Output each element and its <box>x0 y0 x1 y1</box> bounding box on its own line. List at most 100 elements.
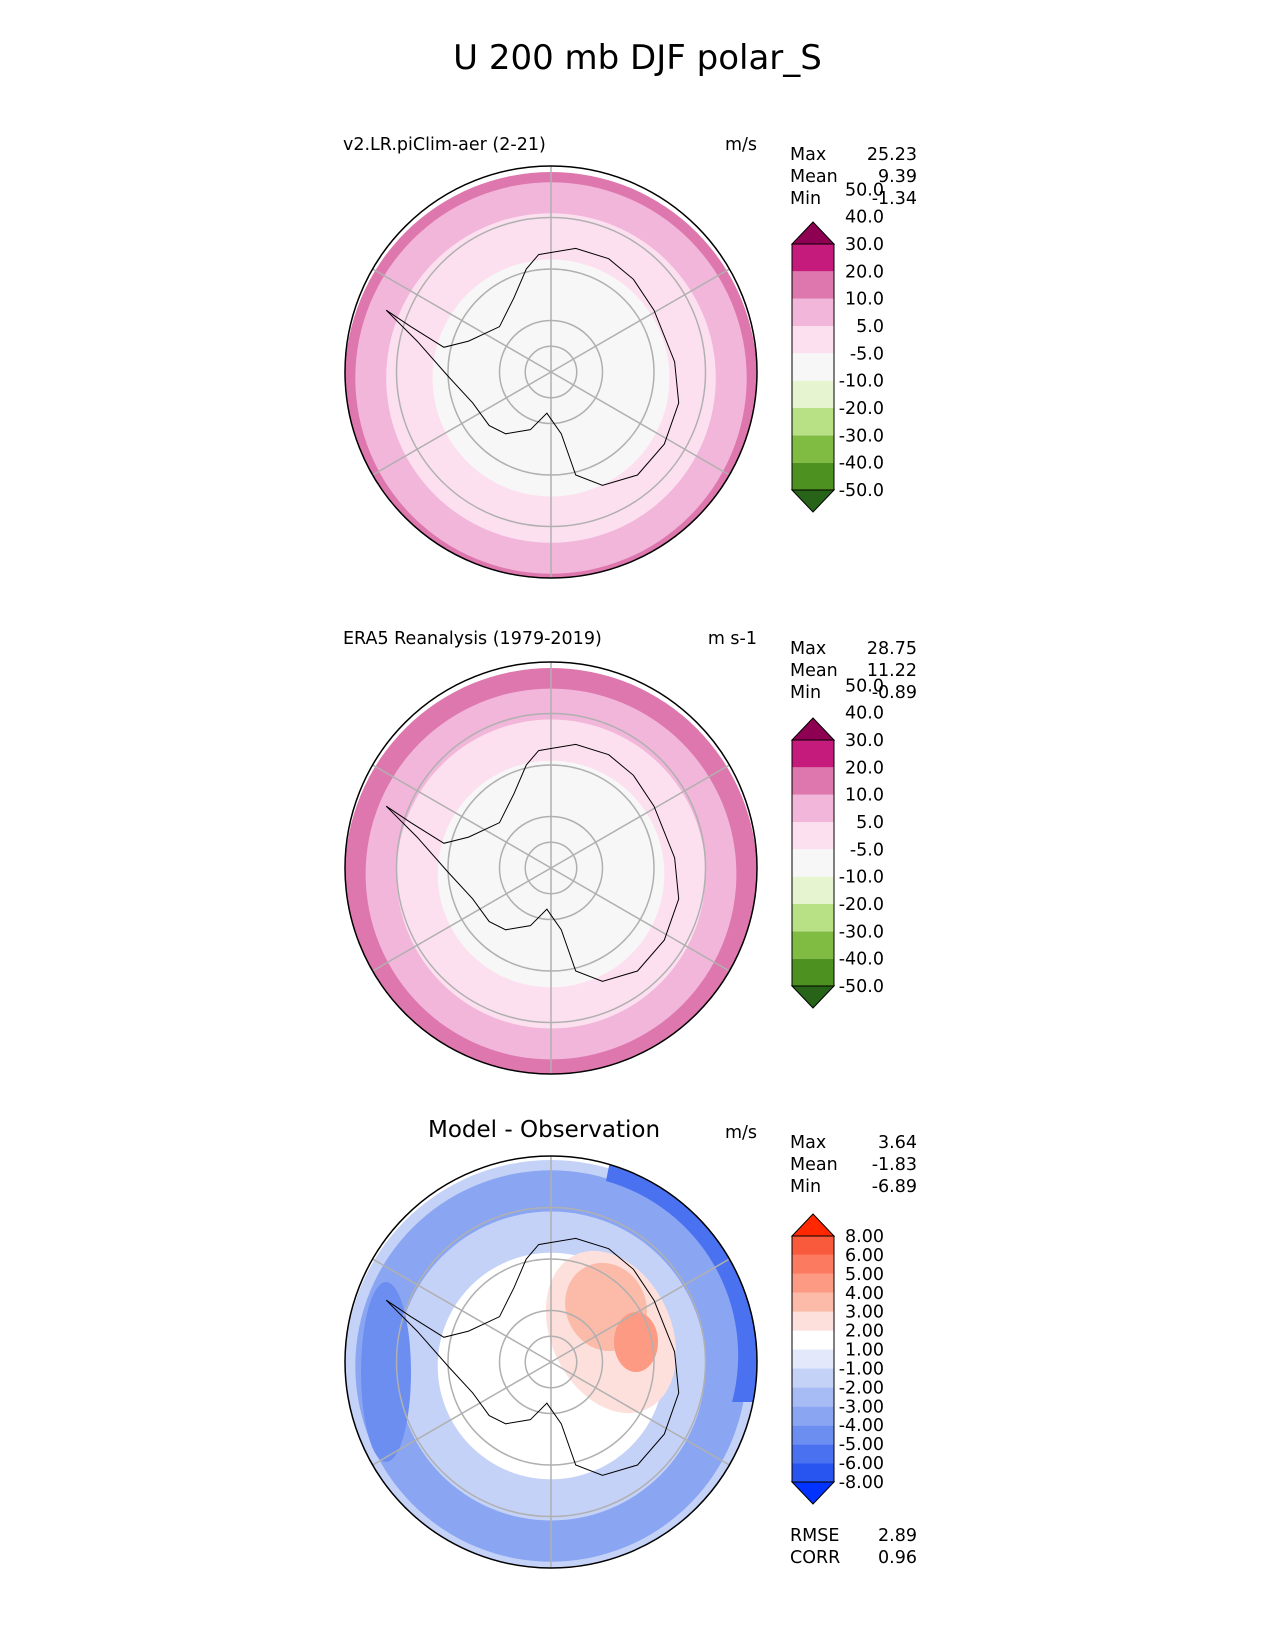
colorbar-segment <box>792 1273 834 1293</box>
colorbar-tick-label: 2.00 <box>845 1322 884 1342</box>
colorbar-segment <box>792 767 834 795</box>
max-label: Max <box>790 1133 827 1153</box>
min-row: Min -6.89 <box>790 1176 917 1198</box>
colorbar-tick-label: -6.00 <box>839 1454 884 1474</box>
colorbar-tick-label: -40.0 <box>839 950 884 970</box>
map-field <box>345 166 757 578</box>
colorbar-segment <box>792 380 834 408</box>
mean-value: 9.39 <box>878 167 917 187</box>
colorbar-body: -50.0 -40.0 -30.0 -20.0 -10.0 -5.0 5.0 10.0 20.0… <box>790 180 884 513</box>
rmse-value: 2.89 <box>878 1526 917 1546</box>
colorbar-segment <box>792 1463 834 1482</box>
min-value: -0.89 <box>871 683 917 703</box>
min-label: Min <box>790 683 822 703</box>
colorbar-tick-label: 30.0 <box>845 731 884 751</box>
colorbar-tick-label: 40.0 <box>845 208 884 228</box>
colorbar-frame <box>791 739 835 987</box>
colorbar-tick-label: -40.0 <box>839 454 884 474</box>
colorbar-extend-low <box>790 1481 836 1505</box>
longitude-gridline <box>372 867 552 972</box>
max-row: Max 28.75 <box>790 638 917 660</box>
colorbar-segment <box>792 1236 834 1255</box>
colorbar-tick-label: -50.0 <box>839 481 884 501</box>
min-row: Min -1.34 <box>790 188 917 210</box>
panel-1-units: m/s <box>724 135 757 155</box>
panel-3-title: Model - Observation <box>428 1117 661 1143</box>
mean-value: -1.83 <box>871 1155 917 1175</box>
positive-anomaly-peak <box>614 1312 658 1372</box>
rmse-row: RMSE 2.89 <box>790 1525 917 1547</box>
colorbar-frame <box>791 243 835 491</box>
longitude-gridline <box>372 1258 552 1363</box>
map-border <box>344 1155 758 1569</box>
longitude-gridline <box>550 867 730 972</box>
map-field <box>345 662 757 1074</box>
longitude-gridline <box>550 1361 730 1466</box>
map-border <box>344 661 758 1075</box>
colorbar-segment <box>792 1349 834 1369</box>
colorbar-segment <box>792 1254 834 1274</box>
panel-2-units: m s-1 <box>707 629 757 649</box>
colorbar-segment <box>792 794 834 822</box>
colorbar-segment <box>792 353 834 381</box>
min-row: Min -0.89 <box>790 682 917 704</box>
longitude-gridline <box>550 371 730 476</box>
colorbar-tick-label: -8.00 <box>839 1473 884 1493</box>
colorbar-tick-label: 50.0 <box>845 676 884 696</box>
min-label: Min <box>790 1177 822 1197</box>
panel-3-stats: Max 3.64 Mean -1.83 Min -6.89 <box>790 1132 917 1198</box>
colorbar-tick-label: 50.0 <box>845 180 884 200</box>
colorbar-tick-label: -5.0 <box>850 840 884 860</box>
rmse-label: RMSE <box>790 1526 840 1546</box>
figure-title: U 200 mb DJF polar_S <box>453 38 822 78</box>
colorbar-tick-label: 10.0 <box>845 290 884 310</box>
colorbar-body: -50.0 -40.0 -30.0 -20.0 -10.0 -5.0 5.0 10.0 20.0… <box>790 676 884 1009</box>
negative-anomaly-west <box>361 1282 411 1462</box>
colorbar-extend-high <box>790 1213 836 1237</box>
colorbar-segment <box>792 904 834 932</box>
colorbar-segment <box>792 408 834 436</box>
colorbar-tick-label: 5.00 <box>845 1265 884 1285</box>
colorbar-segment <box>792 931 834 959</box>
coastline <box>385 247 680 486</box>
colorbar-tick-label: 40.0 <box>845 704 884 724</box>
colorbar-segment <box>792 435 834 463</box>
longitude-gridline <box>372 764 552 869</box>
colorbar-tick-label: -1.00 <box>839 1359 884 1379</box>
colorbar-tick-label: -4.00 <box>839 1416 884 1436</box>
panel-3-metrics: RMSE 2.89 CORR 0.96 <box>790 1525 917 1569</box>
min-label: Min <box>790 189 822 209</box>
colorbar-segment <box>792 849 834 877</box>
longitude-gridline <box>550 764 730 869</box>
colorbar-tick-label: 8.00 <box>845 1227 884 1247</box>
colorbar-tick-label: -20.0 <box>839 399 884 419</box>
colorbar-tick-label: -20.0 <box>839 895 884 915</box>
mean-label: Mean <box>790 167 838 187</box>
longitude-gridline <box>372 268 552 373</box>
colorbar-segment <box>792 1292 834 1312</box>
max-value: 3.64 <box>878 1133 917 1153</box>
longitude-gridline <box>550 268 730 373</box>
colorbar-tick-label: 6.00 <box>845 1246 884 1266</box>
panel-1-title: v2.LR.piClim-aer (2-21) <box>343 135 546 155</box>
min-value: -6.89 <box>871 1177 917 1197</box>
colorbar-tick-label: 10.0 <box>845 786 884 806</box>
colorbar-body: -8.00-6.00-5.00-4.00-3.00-2.00-1.001.002… <box>790 1213 884 1505</box>
panel-1-stats: Max 25.23 Mean 9.39 Min -1.34 <box>790 144 917 210</box>
max-label: Max <box>790 639 827 659</box>
max-value: 25.23 <box>866 145 917 165</box>
longitude-gridline <box>372 1361 552 1466</box>
colorbar-segment <box>792 958 834 986</box>
coastline <box>385 1237 680 1476</box>
mean-label: Mean <box>790 1155 838 1175</box>
colorbar-segment <box>792 1387 834 1407</box>
mean-row: Mean 9.39 <box>790 166 917 188</box>
colorbar-tick-label: -30.0 <box>839 922 884 942</box>
colorbar-segment <box>792 244 834 272</box>
panel-3-units: m/s <box>724 1123 757 1143</box>
